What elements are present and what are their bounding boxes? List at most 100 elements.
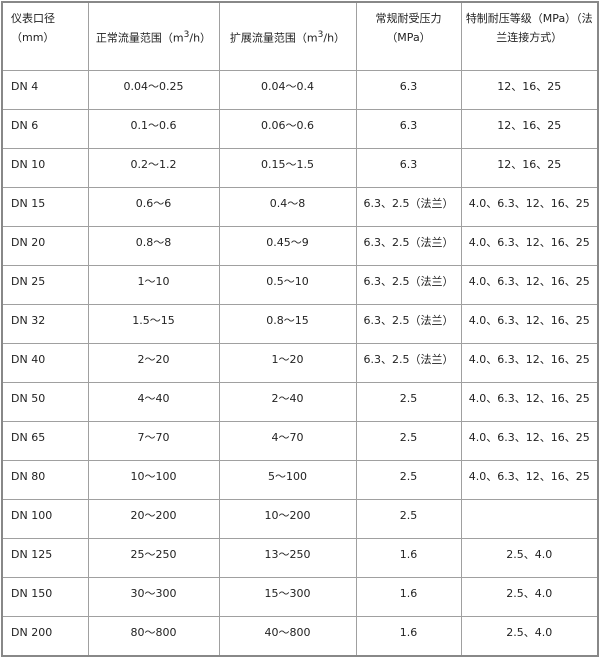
cell-extended-flow: 13～250 <box>218 538 357 578</box>
cell-extended-flow: 10～200 <box>218 499 357 539</box>
cell-extended-flow: 0.5～10 <box>218 265 357 305</box>
cell-normal-flow: 0.1～0.6 <box>87 109 220 149</box>
cell-normal-flow: 10～100 <box>87 460 220 500</box>
cell-diameter: DN 125 <box>1 538 89 578</box>
cell-diameter: DN 32 <box>1 304 89 344</box>
cell-normal-flow: 1～10 <box>87 265 220 305</box>
table-row: DN 50 4～40 2～40 2.5 4.0、6.3、12、16、25 <box>1 382 599 422</box>
table-row: DN 20 0.8～8 0.45～9 6.3、2.5（法兰） 4.0、6.3、12、16… <box>1 226 599 266</box>
cell-normal-pressure: 6.3、2.5（法兰） <box>355 304 462 344</box>
table-row: DN 150 30～300 15～300 1.6 2.5、4.0 <box>1 577 599 617</box>
cell-normal-pressure: 6.3、2.5（法兰） <box>355 187 462 227</box>
cell-extended-flow: 4～70 <box>218 421 357 461</box>
cell-special-pressure: 4.0、6.3、12、16、25 <box>460 382 599 422</box>
cell-normal-flow: 0.8～8 <box>87 226 220 266</box>
cell-normal-flow: 20～200 <box>87 499 220 539</box>
table-row: DN 32 1.5～15 0.8～15 6.3、2.5（法兰） 4.0、6.3、12、1… <box>1 304 599 344</box>
cell-diameter: DN 4 <box>1 70 89 110</box>
table-row: DN 65 7～70 4～70 2.5 4.0、6.3、12、16、25 <box>1 421 599 461</box>
cell-normal-pressure: 6.3、2.5（法兰） <box>355 265 462 305</box>
table-row: DN 4 0.04～0.25 0.04～0.4 6.3 12、16、25 <box>1 70 599 110</box>
cell-extended-flow: 1～20 <box>218 343 357 383</box>
cell-normal-flow: 2～20 <box>87 343 220 383</box>
table-row: DN 100 20～200 10～200 2.5 <box>1 499 599 539</box>
cell-extended-flow: 0.04～0.4 <box>218 70 357 110</box>
cell-diameter: DN 15 <box>1 187 89 227</box>
cell-diameter: DN 6 <box>1 109 89 149</box>
cell-extended-flow: 2～40 <box>218 382 357 422</box>
cell-diameter: DN 50 <box>1 382 89 422</box>
cell-special-pressure: 4.0、6.3、12、16、25 <box>460 421 599 461</box>
table-row: DN 15 0.6～6 0.4～8 6.3、2.5（法兰） 4.0、6.3、12、16、… <box>1 187 599 227</box>
header-text: /h） <box>323 31 346 45</box>
header-diameter: 仪表口径（mm） <box>1 1 89 71</box>
cell-normal-flow: 0.6～6 <box>87 187 220 227</box>
header-text: 正常流量范围（m <box>95 31 184 45</box>
cell-extended-flow: 15～300 <box>218 577 357 617</box>
table-row: DN 125 25～250 13～250 1.6 2.5、4.0 <box>1 538 599 578</box>
header-text: /h） <box>189 31 212 45</box>
cell-normal-flow: 1.5～15 <box>87 304 220 344</box>
cell-special-pressure: 4.0、6.3、12、16、25 <box>460 460 599 500</box>
cell-normal-flow: 0.2～1.2 <box>87 148 220 188</box>
cell-diameter: DN 150 <box>1 577 89 617</box>
cell-normal-flow: 25～250 <box>87 538 220 578</box>
cell-special-pressure: 4.0、6.3、12、16、25 <box>460 304 599 344</box>
cell-special-pressure: 4.0、6.3、12、16、25 <box>460 226 599 266</box>
cell-normal-pressure: 2.5 <box>355 421 462 461</box>
table-row: DN 80 10～100 5～100 2.5 4.0、6.3、12、16、25 <box>1 460 599 500</box>
superscript: 3 <box>183 29 190 40</box>
cell-special-pressure: 2.5、4.0 <box>460 538 599 578</box>
cell-extended-flow: 0.8～15 <box>218 304 357 344</box>
header-special-pressure: 特制耐压等级（MPa）（法兰连接方式） <box>460 1 599 71</box>
cell-special-pressure: 12、16、25 <box>460 148 599 188</box>
cell-normal-pressure: 6.3、2.5（法兰） <box>355 343 462 383</box>
cell-normal-pressure: 1.6 <box>355 538 462 578</box>
header-text: 扩展流量范围（m <box>229 31 318 45</box>
cell-diameter: DN 25 <box>1 265 89 305</box>
cell-special-pressure: 12、16、25 <box>460 70 599 110</box>
header-normal-flow: 正常流量范围（m3/h） <box>87 1 220 71</box>
cell-special-pressure: 2.5、4.0 <box>460 577 599 617</box>
header-normal-pressure: 常规耐受压力（MPa） <box>355 1 462 71</box>
superscript: 3 <box>317 29 324 40</box>
cell-diameter: DN 100 <box>1 499 89 539</box>
table-row: DN 25 1～10 0.5～10 6.3、2.5（法兰） 4.0、6.3、12、16、… <box>1 265 599 305</box>
cell-special-pressure: 4.0、6.3、12、16、25 <box>460 265 599 305</box>
cell-diameter: DN 20 <box>1 226 89 266</box>
header-extended-flow: 扩展流量范围（m3/h） <box>218 1 357 71</box>
cell-normal-pressure: 6.3 <box>355 70 462 110</box>
cell-normal-pressure: 6.3 <box>355 109 462 149</box>
cell-normal-flow: 7～70 <box>87 421 220 461</box>
cell-diameter: DN 80 <box>1 460 89 500</box>
table-row: DN 40 2～20 1～20 6.3、2.5（法兰） 4.0、6.3、12、16、25 <box>1 343 599 383</box>
header-row: 仪表口径（mm） 正常流量范围（m3/h） 扩展流量范围（m3/h） 常规耐受压… <box>1 1 599 71</box>
cell-extended-flow: 0.45～9 <box>218 226 357 266</box>
cell-normal-flow: 30～300 <box>87 577 220 617</box>
cell-normal-flow: 80～800 <box>87 616 220 657</box>
cell-normal-pressure: 1.6 <box>355 616 462 657</box>
cell-special-pressure: 2.5、4.0 <box>460 616 599 657</box>
cell-diameter: DN 65 <box>1 421 89 461</box>
cell-special-pressure: 4.0、6.3、12、16、25 <box>460 343 599 383</box>
cell-normal-pressure: 1.6 <box>355 577 462 617</box>
cell-normal-pressure: 6.3、2.5（法兰） <box>355 226 462 266</box>
cell-diameter: DN 200 <box>1 616 89 657</box>
cell-normal-pressure: 2.5 <box>355 460 462 500</box>
cell-special-pressure: 4.0、6.3、12、16、25 <box>460 187 599 227</box>
cell-extended-flow: 0.15～1.5 <box>218 148 357 188</box>
cell-diameter: DN 40 <box>1 343 89 383</box>
cell-normal-pressure: 2.5 <box>355 499 462 539</box>
cell-extended-flow: 0.06～0.6 <box>218 109 357 149</box>
cell-special-pressure <box>460 499 599 539</box>
cell-normal-flow: 0.04～0.25 <box>87 70 220 110</box>
cell-extended-flow: 5～100 <box>218 460 357 500</box>
table-row: DN 200 80～800 40～800 1.6 2.5、4.0 <box>1 616 599 657</box>
cell-normal-pressure: 2.5 <box>355 382 462 422</box>
cell-diameter: DN 10 <box>1 148 89 188</box>
table-row: DN 6 0.1～0.6 0.06～0.6 6.3 12、16、25 <box>1 109 599 149</box>
table-row: DN 10 0.2～1.2 0.15～1.5 6.3 12、16、25 <box>1 148 599 188</box>
cell-extended-flow: 40～800 <box>218 616 357 657</box>
cell-normal-flow: 4～40 <box>87 382 220 422</box>
